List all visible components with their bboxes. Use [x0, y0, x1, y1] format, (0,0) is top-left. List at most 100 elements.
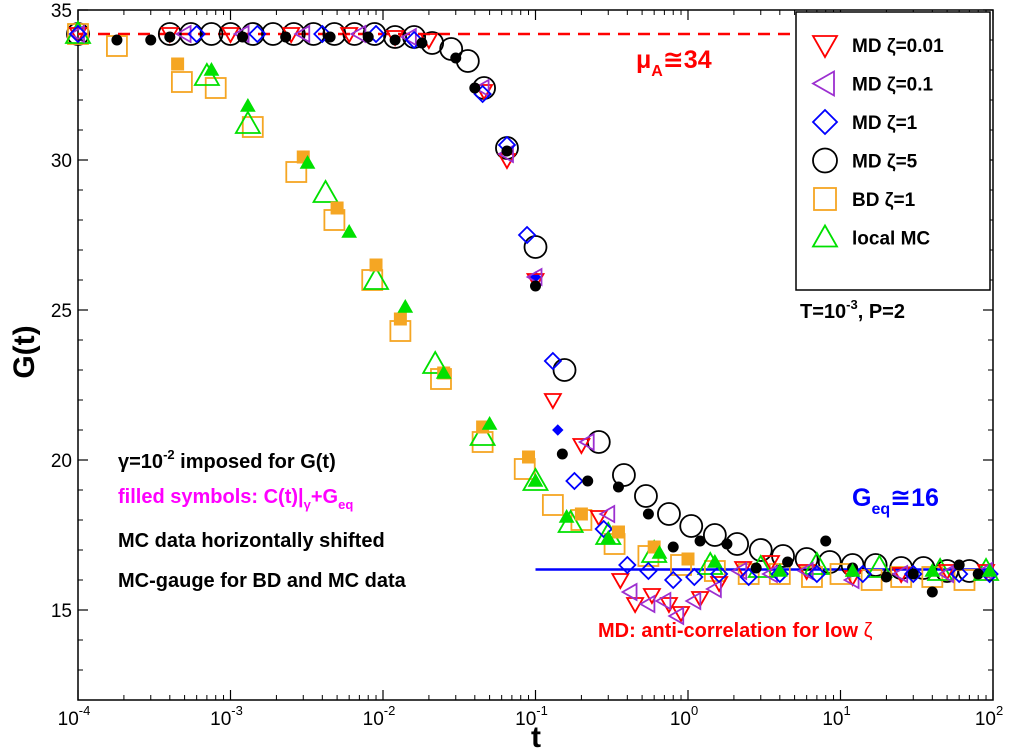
data-point: [199, 22, 224, 46]
mu-a-subscript: A: [651, 63, 663, 80]
data-point: [558, 508, 575, 523]
legend-entry: local MC: [811, 223, 930, 250]
md-anticorr-a: MD: anti-correlation for low: [598, 620, 864, 642]
mu-a-value: ≅34: [663, 46, 712, 74]
x-axis-title: t: [531, 721, 541, 752]
data-point: [435, 364, 452, 379]
conditions-exp: -3: [846, 297, 858, 312]
legend-marker: [811, 35, 839, 59]
data-point: [522, 450, 536, 464]
data-point: [285, 161, 308, 183]
data-point: [690, 591, 710, 608]
data-point: [293, 24, 311, 44]
data-point: [611, 525, 625, 539]
data-point: [748, 538, 773, 562]
legend-marker: [813, 187, 837, 211]
data-point: [865, 554, 893, 578]
data-point: [853, 564, 873, 584]
data-point: [552, 358, 577, 382]
data-point: [179, 22, 203, 46]
data-point: [369, 258, 383, 272]
data-series: [64, 20, 1000, 626]
data-point: [642, 508, 654, 520]
data-point: [667, 606, 685, 626]
data-point: [667, 541, 679, 553]
mc-shift-note: MC data horizontally shifted: [118, 530, 385, 552]
data-point: [362, 22, 387, 46]
data-point: [472, 78, 490, 98]
data-point: [366, 24, 386, 44]
data-point: [237, 31, 249, 43]
legend-box: [795, 11, 991, 291]
data-point: [972, 568, 984, 580]
data-point: [543, 351, 563, 371]
data-point: [654, 591, 672, 611]
data-point: [450, 52, 462, 64]
data-point: [642, 588, 662, 605]
data-point: [299, 154, 316, 169]
data-point: [709, 564, 729, 584]
data-point: [694, 535, 706, 547]
series-md-1: [68, 24, 999, 590]
data-point: [301, 22, 326, 46]
data-point: [330, 201, 344, 215]
legend-entry: MD ζ=5: [812, 147, 918, 174]
legend-label: BD ζ=1: [852, 190, 916, 211]
data-point: [171, 57, 185, 71]
data-point: [679, 514, 704, 538]
y-tick-label: 20: [51, 451, 72, 472]
data-point: [174, 24, 192, 44]
filled-note-b: +G: [311, 486, 338, 508]
data-point: [903, 564, 923, 584]
data-point: [880, 571, 892, 583]
data-point: [980, 564, 999, 584]
legend-marker: [812, 147, 838, 174]
series-md-5-filled: [111, 31, 984, 598]
data-point: [705, 579, 722, 599]
g-eq-annotation: Geq≅16: [852, 484, 939, 518]
data-point: [543, 393, 563, 410]
data-point: [820, 535, 832, 547]
data-point: [389, 34, 401, 46]
data-point: [771, 562, 788, 577]
data-point: [565, 471, 584, 491]
data-point: [220, 27, 241, 44]
data-point: [953, 559, 965, 571]
y-tick-label: 30: [51, 151, 72, 172]
gamma-note-b: imposed for G(t): [175, 451, 336, 473]
data-point: [362, 31, 374, 43]
data-point: [234, 110, 262, 134]
data-point: [481, 415, 498, 430]
data-point: [907, 568, 919, 580]
data-point: [981, 562, 998, 577]
data-point: [706, 553, 723, 568]
legend-entry: MD ζ=1: [811, 108, 918, 136]
data-point: [145, 34, 157, 46]
data-point: [733, 561, 753, 578]
legend-label: local MC: [852, 229, 930, 250]
data-point: [663, 570, 683, 590]
g-eq-value: ≅16: [890, 484, 939, 512]
legend: MD ζ=0.01 MD ζ=0.1 MD ζ=1 MD ζ=5 BD ζ=1 local…: [795, 11, 991, 291]
data-point: [685, 567, 704, 587]
legend-entry: BD ζ=1: [813, 187, 916, 211]
data-point: [702, 523, 727, 547]
gamma-note-exp: -2: [163, 447, 175, 462]
data-point: [577, 432, 595, 452]
x-tick-label: 10-3: [210, 703, 243, 730]
data-point: [68, 27, 88, 44]
x-tick-label: 10-4: [58, 703, 91, 730]
data-point: [383, 25, 407, 49]
data-point: [924, 562, 941, 577]
data-point: [240, 97, 256, 112]
md-anticorr-zeta: ζ: [864, 620, 873, 642]
legend-entry: MD ζ=0.1: [811, 69, 934, 98]
x-tick-label: 10-2: [363, 703, 396, 730]
data-point: [530, 280, 541, 292]
legend-entry: MD ζ=0.01: [811, 35, 944, 59]
data-point: [671, 606, 691, 623]
legend-label: MD ζ=5: [852, 152, 918, 173]
x-tick-label: 100: [670, 703, 698, 730]
data-point: [863, 553, 888, 577]
